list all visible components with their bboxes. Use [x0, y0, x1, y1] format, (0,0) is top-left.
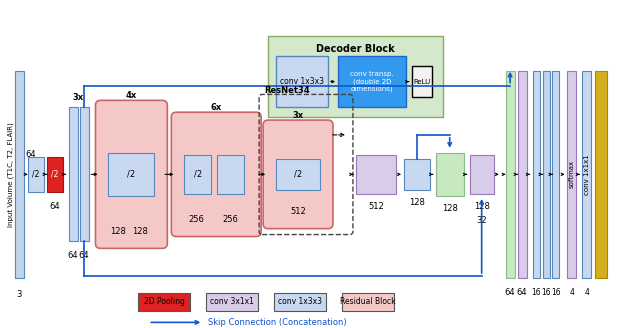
Bar [582, 71, 591, 278]
Bar [108, 153, 154, 196]
Bar [206, 293, 258, 311]
Bar [47, 156, 63, 192]
Bar [138, 293, 190, 311]
Text: 2D Pooling: 2D Pooling [144, 297, 185, 306]
Text: 256: 256 [222, 215, 238, 224]
Bar [532, 71, 540, 278]
Text: conv 1x1x1: conv 1x1x1 [584, 154, 590, 195]
Text: 128: 128 [474, 202, 490, 211]
Bar [68, 107, 77, 241]
Text: 64: 64 [49, 202, 60, 211]
Bar [436, 153, 464, 196]
Text: conv 3x1x1: conv 3x1x1 [211, 297, 254, 306]
Text: 64: 64 [79, 251, 90, 260]
Text: 64: 64 [68, 251, 78, 260]
Text: 16: 16 [531, 288, 541, 297]
Bar [268, 36, 443, 117]
Text: 128: 128 [111, 227, 126, 236]
Bar [470, 154, 493, 194]
Text: 128: 128 [442, 204, 458, 213]
Text: 3x: 3x [73, 93, 84, 102]
Text: Decoder Block: Decoder Block [316, 44, 395, 54]
Text: /2: /2 [51, 170, 58, 179]
Text: /2: /2 [127, 170, 136, 179]
Bar [274, 293, 326, 311]
Bar [412, 66, 432, 97]
Bar [28, 156, 44, 192]
Bar [595, 71, 607, 278]
Text: Input Volume (T1C, T2, FLAIR): Input Volume (T1C, T2, FLAIR) [8, 122, 14, 227]
Text: /2: /2 [32, 170, 39, 179]
Bar [518, 71, 527, 278]
Bar [356, 154, 396, 194]
Bar [506, 71, 515, 278]
Text: 4: 4 [570, 288, 574, 297]
Text: conv 1x3x3: conv 1x3x3 [280, 77, 324, 86]
Text: 128: 128 [409, 198, 425, 207]
Text: 3x: 3x [292, 111, 303, 120]
Bar [568, 71, 577, 278]
Text: 64: 64 [505, 288, 515, 297]
Text: 16: 16 [551, 288, 561, 297]
Bar [79, 107, 88, 241]
Text: 512: 512 [368, 202, 384, 211]
Bar [543, 71, 550, 278]
Text: /2: /2 [294, 170, 302, 179]
Text: ResNet34: ResNet34 [264, 86, 310, 95]
Text: 512: 512 [290, 207, 306, 216]
Text: 4x: 4x [126, 92, 137, 100]
Text: conv 1x3x3: conv 1x3x3 [278, 297, 322, 306]
Text: ReLU: ReLU [413, 79, 431, 85]
Text: /2: /2 [194, 170, 202, 179]
Text: 64: 64 [516, 288, 527, 297]
Bar [552, 71, 559, 278]
Bar [276, 56, 328, 107]
Text: Skip Connection (Concatenation): Skip Connection (Concatenation) [208, 318, 347, 327]
Text: 16: 16 [541, 288, 551, 297]
Bar [276, 158, 320, 190]
Text: 3: 3 [17, 290, 22, 299]
Text: 256: 256 [188, 215, 204, 224]
Bar [15, 71, 24, 278]
Bar [184, 154, 211, 194]
Text: softmax: softmax [569, 160, 575, 188]
Text: 4: 4 [584, 288, 589, 297]
Text: 64: 64 [26, 150, 36, 159]
Text: Residual Block: Residual Block [340, 297, 396, 306]
Bar [338, 56, 406, 107]
Text: 128: 128 [132, 227, 148, 236]
Bar [217, 154, 244, 194]
FancyBboxPatch shape [263, 120, 333, 229]
Text: conv transp.
(double 2D
dimensions): conv transp. (double 2D dimensions) [350, 71, 394, 92]
Text: 32: 32 [476, 216, 487, 225]
Bar [342, 293, 394, 311]
Bar [404, 158, 430, 190]
FancyBboxPatch shape [95, 100, 167, 248]
FancyBboxPatch shape [172, 112, 261, 236]
Text: 6x: 6x [211, 103, 222, 112]
